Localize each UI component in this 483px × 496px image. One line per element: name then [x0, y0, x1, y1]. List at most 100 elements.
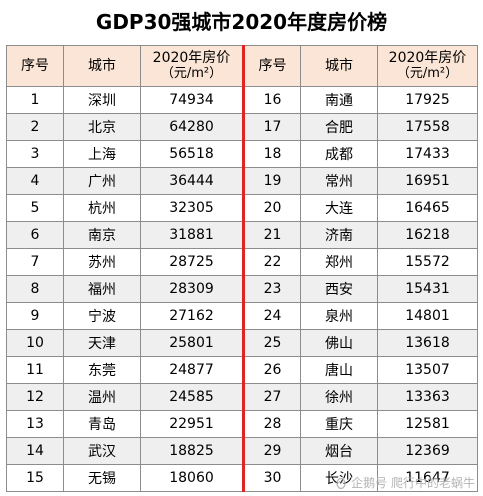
rank-cell: 19: [242, 167, 301, 195]
city-cell: 西安: [300, 275, 378, 303]
header-price-label: 2020年房价: [152, 50, 231, 66]
rank-cell: 12: [6, 383, 64, 411]
rank-cell: 24: [242, 302, 301, 330]
city-cell: 深圳: [63, 86, 141, 114]
table-row: 5 杭州 32305 20 大连 16465: [6, 194, 478, 222]
table-row: 13 青岛 22951 28 重庆 12581: [6, 410, 478, 438]
table-row: 8 福州 28309 23 西安 15431: [6, 275, 478, 303]
price-cell: 24877: [140, 356, 244, 384]
price-cell: 17558: [377, 113, 478, 141]
rank-cell: 9: [6, 302, 64, 330]
city-cell: 郑州: [300, 248, 378, 276]
rank-cell: 21: [242, 221, 301, 249]
rank-cell: 16: [242, 86, 301, 114]
city-cell: 佛山: [300, 329, 378, 357]
rank-cell: 10: [6, 329, 64, 357]
table-row: 12 温州 24585 27 徐州 13363: [6, 383, 478, 411]
rank-cell: 13: [6, 410, 64, 438]
city-cell: 南通: [300, 86, 378, 114]
header-rank-right: 序号: [242, 45, 301, 87]
price-cell: 16465: [377, 194, 478, 222]
header-price-left: 2020年房价 （元/m²）: [140, 45, 244, 87]
rank-cell: 2: [6, 113, 64, 141]
rank-cell: 28: [242, 410, 301, 438]
rank-cell: 6: [6, 221, 64, 249]
rank-cell: 26: [242, 356, 301, 384]
rank-cell: 7: [6, 248, 64, 276]
price-cell: 14801: [377, 302, 478, 330]
city-cell: 温州: [63, 383, 141, 411]
header-rank-left: 序号: [6, 45, 64, 87]
rank-cell: 3: [6, 140, 64, 168]
rank-cell: 5: [6, 194, 64, 222]
table-row: 1 深圳 74934 16 南通 17925: [6, 86, 478, 114]
header-price-unit: （元/m²）: [160, 66, 223, 81]
city-cell: 天津: [63, 329, 141, 357]
header-city-right: 城市: [300, 45, 378, 87]
city-cell: 成都: [300, 140, 378, 168]
price-cell: 15431: [377, 275, 478, 303]
price-cell: 17925: [377, 86, 478, 114]
price-cell: 15572: [377, 248, 478, 276]
header-price-label: 2020年房价: [388, 50, 467, 66]
rank-cell: 22: [242, 248, 301, 276]
city-cell: 南京: [63, 221, 141, 249]
header-price-unit: （元/m²）: [396, 66, 459, 81]
city-cell: 济南: [300, 221, 378, 249]
rank-cell: 20: [242, 194, 301, 222]
rank-cell: 14: [6, 437, 64, 465]
price-cell: 74934: [140, 86, 244, 114]
table-row: 11 东莞 24877 26 唐山 13507: [6, 356, 478, 384]
rank-cell: 17: [242, 113, 301, 141]
watermark-text: 企鹅号 爬行中的老蜗牛: [351, 476, 475, 490]
penguin-logo-icon: [336, 477, 346, 489]
city-cell: 大连: [300, 194, 378, 222]
table-row: 2 北京 64280 17 合肥 17558: [6, 113, 478, 141]
city-cell: 宁波: [63, 302, 141, 330]
price-cell: 12369: [377, 437, 478, 465]
price-cell: 27162: [140, 302, 244, 330]
price-cell: 13618: [377, 329, 478, 357]
price-cell: 64280: [140, 113, 244, 141]
city-cell: 杭州: [63, 194, 141, 222]
table-row: 4 广州 36444 19 常州 16951: [6, 167, 478, 195]
rank-cell: 30: [242, 464, 301, 492]
header-price-right: 2020年房价 （元/m²）: [377, 45, 478, 87]
city-cell: 武汉: [63, 437, 141, 465]
city-cell: 重庆: [300, 410, 378, 438]
rank-cell: 4: [6, 167, 64, 195]
city-cell: 青岛: [63, 410, 141, 438]
price-cell: 13507: [377, 356, 478, 384]
price-cell: 16951: [377, 167, 478, 195]
city-cell: 北京: [63, 113, 141, 141]
price-cell: 32305: [140, 194, 244, 222]
price-cell: 16218: [377, 221, 478, 249]
rank-cell: 27: [242, 383, 301, 411]
price-cell: 11647: [377, 464, 478, 492]
rank-cell: 25: [242, 329, 301, 357]
rank-cell: 8: [6, 275, 64, 303]
table-row: 14 武汉 18825 29 烟台 12369: [6, 437, 478, 465]
header-row: 序号 城市 2020年房价 （元/m²） 序号 城市 2020年房价 （元/m²…: [6, 45, 478, 87]
price-cell: 12581: [377, 410, 478, 438]
table-row: 6 南京 31881 21 济南 16218: [6, 221, 478, 249]
header-city-left: 城市: [63, 45, 141, 87]
price-cell: 17433: [377, 140, 478, 168]
table-body: 1 深圳 74934 16 南通 17925 2 北京 64280 17 合肥 17558 3 上海 565…: [6, 86, 478, 492]
housing-price-table: 序号 城市 2020年房价 （元/m²） 序号 城市 2020年房价 （元/m²…: [6, 45, 478, 492]
rank-cell: 23: [242, 275, 301, 303]
price-cell: 31881: [140, 221, 244, 249]
price-cell: 25801: [140, 329, 244, 357]
city-cell: 合肥: [300, 113, 378, 141]
city-cell: 上海: [63, 140, 141, 168]
table-title: GDP30强城市2020年度房价榜: [95, 10, 388, 34]
watermark: 企鹅号 爬行中的老蜗牛: [335, 474, 475, 492]
city-cell: 广州: [63, 167, 141, 195]
rank-cell: 11: [6, 356, 64, 384]
rank-cell: 1: [6, 86, 64, 114]
table-row: 7 苏州 28725 22 郑州 15572: [6, 248, 478, 276]
price-cell: 28309: [140, 275, 244, 303]
table-row: 10 天津 25801 25 佛山 13618: [6, 329, 478, 357]
city-cell: 无锡: [63, 464, 141, 492]
table-row: 9 宁波 27162 24 泉州 14801: [6, 302, 478, 330]
